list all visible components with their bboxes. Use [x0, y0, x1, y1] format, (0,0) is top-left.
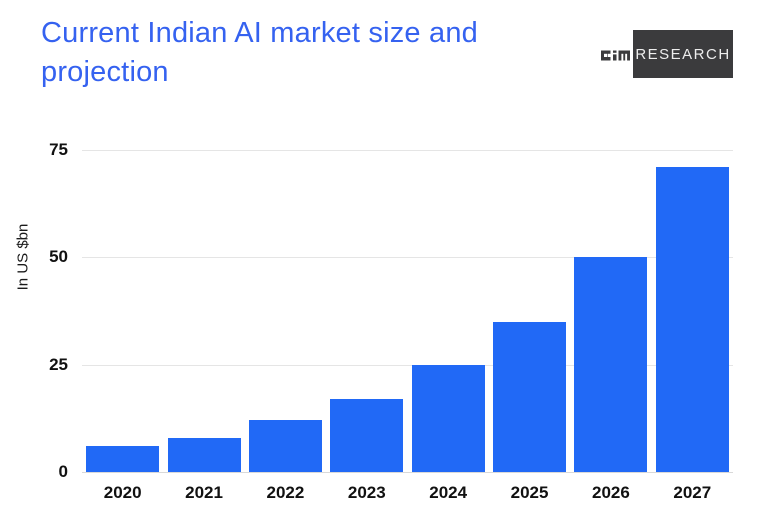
x-tick-label-2022: 2022: [266, 483, 305, 502]
x-tick-label-2020: 2020: [103, 483, 142, 502]
x-tick-label-2023: 2023: [347, 483, 386, 502]
bar-2021: [167, 437, 241, 472]
plot-area: [82, 150, 733, 473]
bar-2024: [411, 364, 485, 472]
x-tick-label-2025: 2025: [510, 483, 549, 502]
bars-row: [82, 150, 733, 472]
bar-2026: [574, 257, 648, 472]
gridline-75: [82, 150, 733, 151]
research-logo-box: RESEARCH: [633, 30, 733, 78]
bar-slot-2022: [245, 150, 326, 472]
y-axis-ticks: 0 25 50 75: [28, 140, 68, 481]
bar-slot-2025: [489, 150, 570, 472]
bar-slot-2023: [326, 150, 407, 472]
bar-slot-2026: [570, 150, 651, 472]
chart-title: Current Indian AI market size and projec…: [41, 17, 478, 88]
y-tick-label: 50: [49, 247, 68, 267]
bar-slot-2020: [82, 150, 163, 472]
gridline-50: [82, 257, 733, 259]
bar-slot-2021: [163, 150, 244, 472]
bar-2025: [493, 321, 567, 472]
y-tick-label: 0: [58, 462, 68, 481]
bar-slot-2024: [408, 150, 489, 472]
aim-logo-icon: [601, 50, 630, 61]
x-tick-label-2027: 2027: [673, 483, 712, 502]
bar-2023: [330, 399, 404, 472]
x-tick-label-2024: 2024: [429, 483, 468, 502]
x-tick-label-2026: 2026: [592, 483, 630, 502]
gridline-0: [82, 472, 733, 473]
aim-research-logo: RESEARCH: [600, 30, 734, 78]
x-axis-labels: 2020 2021 2022 2023 2024 2025 2026 2027: [82, 482, 733, 503]
bar-slot-2027: [652, 150, 733, 472]
y-tick-label: 75: [49, 140, 68, 159]
x-tick-label-2021: 2021: [185, 483, 223, 502]
y-tick-label: 25: [49, 354, 68, 374]
research-logo-text: RESEARCH: [635, 45, 731, 63]
bar-2022: [248, 420, 322, 472]
bar-2027: [655, 167, 729, 472]
bar-2020: [86, 446, 160, 472]
gridline-25: [82, 364, 733, 366]
